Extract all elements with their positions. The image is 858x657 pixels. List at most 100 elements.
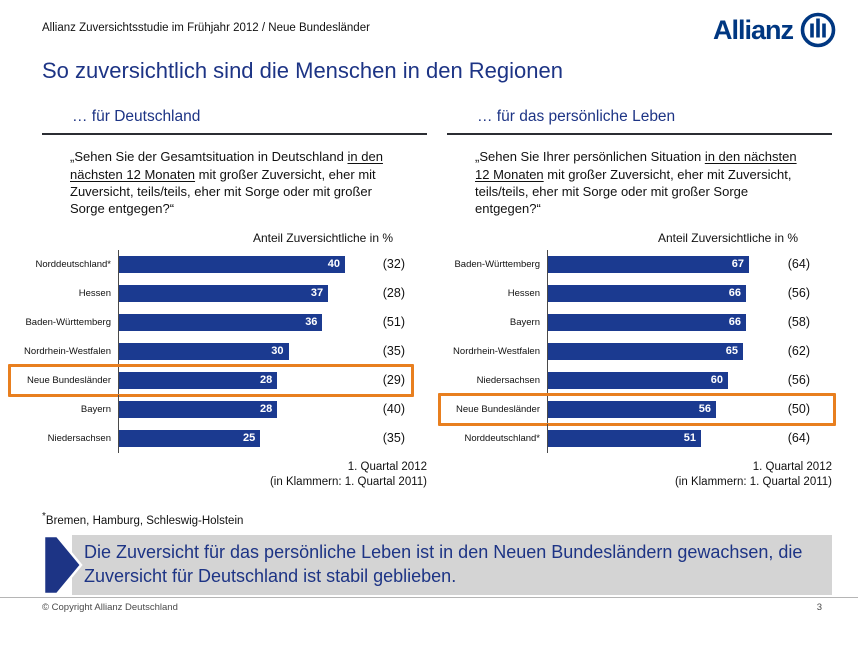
bar-area: 60 [547, 365, 767, 395]
bar-value: 37 [310, 287, 324, 300]
bar-value: 36 [305, 316, 318, 329]
bar: 51 [548, 429, 701, 447]
question-deutschland: „Sehen Sie der Gesamtsituation in Deutsc… [42, 148, 400, 217]
columns-container: … für Deutschland „Sehen Sie der Gesamts… [8, 108, 836, 491]
bar-area: 36 [118, 307, 362, 337]
question-underlined-text: in den nächsten 12 Monaten [70, 149, 383, 182]
column-persoenliches-leben: … für das persönliche Leben „Sehen Sie I… [438, 108, 836, 490]
bar-area: 51 [547, 423, 767, 453]
region-label: Nordrhein-Westfalen [453, 345, 540, 357]
bar-area: 25 [118, 423, 362, 453]
key-message: Die Zuversicht für das persönliche Leben… [42, 535, 832, 596]
bar: 36 [119, 313, 323, 331]
chart-row: Hessen 37 (28) [24, 278, 427, 308]
prev-year-value: (29) [382, 373, 405, 388]
allianz-wordmark: Allianz [712, 14, 794, 45]
bar-area: 65 [547, 336, 767, 366]
region-label: Baden-Württemberg [25, 316, 111, 328]
bar-value: 66 [728, 287, 741, 300]
allianz-roundel-icon [800, 12, 836, 48]
bar-value: 67 [731, 258, 744, 271]
prev-year-value: (64) [787, 431, 810, 446]
bar-value: 65 [725, 345, 738, 358]
prev-year-value: (28) [382, 286, 405, 301]
chart-row: Baden-Württemberg 67 (64) [447, 249, 832, 279]
chart-row: Niedersachsen 60 (56) [447, 365, 832, 395]
bar: 40 [119, 255, 346, 273]
chart-period-note: 1. Quartal 2012 (in Klammern: 1. Quartal… [42, 460, 427, 491]
copyright-text: © Copyright Allianz Deutschland [42, 602, 178, 613]
bar: 60 [548, 371, 728, 389]
chart-row: Neue Bundesländer 28 (29) [8, 363, 427, 397]
chart-row: Neue Bundesländer 56 (50) [438, 392, 836, 426]
region-label: Neue Bundesländer [456, 403, 540, 415]
bar: 56 [548, 400, 716, 418]
chart-caption: Anteil Zuversichtliche in % [252, 230, 393, 245]
bar-value: 56 [698, 403, 711, 416]
region-label: Niedersachsen [47, 432, 111, 444]
column-deutschland: … für Deutschland „Sehen Sie der Gesamts… [8, 108, 427, 491]
bar-area: 67 [547, 249, 767, 279]
period-previous: (in Klammern: 1. Quartal 2011) [674, 476, 832, 489]
chart-row: Nordrhein-Westfalen 65 (62) [447, 336, 832, 366]
column-divider [42, 133, 427, 136]
bar: 37 [119, 284, 329, 302]
bar-value: 25 [243, 432, 256, 445]
footer: © Copyright Allianz Deutschland 3 [0, 597, 858, 613]
prev-year-value: (56) [787, 373, 810, 388]
question-text: mit großer Zuversicht, eher mit Zuversic… [475, 166, 792, 217]
question-underlined-text: in den nächsten 12 Monaten [475, 149, 797, 182]
question-text: „Sehen Sie der Gesamtsituation in Deutsc… [70, 149, 348, 165]
bar: 66 [548, 284, 746, 302]
bar-value: 28 [259, 403, 273, 416]
bar-area: 37 [118, 278, 362, 308]
footnote: *Bremen, Hamburg, Schleswig-Holstein [42, 511, 858, 527]
bar-area: 30 [118, 336, 362, 366]
page-title: So zuversichtlich sind die Menschen in d… [42, 58, 563, 83]
region-label: Hessen [507, 287, 540, 299]
prev-year-value: (32) [382, 257, 405, 272]
chart-row: Baden-Württemberg 36 (51) [24, 307, 427, 337]
period-current: 1. Quartal 2012 [752, 460, 832, 473]
question-text: mit großer Zuversicht, eher mit Zuversic… [70, 166, 376, 217]
chart-row: Bayern 66 (58) [447, 307, 832, 337]
prev-year-value: (40) [382, 402, 405, 417]
column-header-deutschland: … für Deutschland [72, 108, 201, 126]
prev-year-value: (35) [382, 344, 405, 359]
chart-row: Norddeutschland* 40 (32) [24, 249, 427, 279]
bar: 65 [548, 342, 743, 360]
prev-year-value: (58) [787, 315, 810, 330]
key-message-text: Die Zuversicht für das persönliche Leben… [72, 535, 832, 596]
bar-area: 56 [547, 394, 767, 424]
region-label: Norddeutschland* [464, 432, 540, 444]
prev-year-value: (64) [787, 257, 810, 272]
bar-chart-persoenliches-leben: Baden-Württemberg 67 (64) Hessen 66 (56) Bayer… [438, 249, 836, 453]
prev-year-value: (56) [787, 286, 810, 301]
bar: 28 [119, 371, 278, 389]
question-persoenliches-leben: „Sehen Sie Ihrer persönlichen Situation … [447, 148, 805, 217]
prev-year-value: (35) [382, 431, 405, 446]
bar: 28 [119, 400, 278, 418]
region-label: Nordrhein-Westfalen [24, 345, 111, 357]
bar-area: 40 [118, 249, 362, 279]
period-previous: (in Klammern: 1. Quartal 2011) [269, 476, 427, 489]
chart-row: Hessen 66 (56) [447, 278, 832, 308]
bar-value: 28 [259, 374, 273, 387]
bar-value: 30 [271, 345, 284, 358]
top-header: Allianz Zuversichtsstudie im Frühjahr 20… [0, 0, 858, 48]
arrow-chevron-icon [42, 535, 83, 596]
bar-value: 60 [710, 374, 723, 387]
bar: 66 [548, 313, 746, 331]
region-label: Niedersachsen [476, 374, 540, 386]
column-divider [447, 133, 832, 136]
prev-year-value: (51) [382, 315, 405, 330]
bar-value: 40 [327, 258, 341, 271]
chart-row: Niedersachsen 25 (35) [24, 423, 427, 453]
chart-row: Bayern 28 (40) [24, 394, 427, 424]
bar: 67 [548, 255, 749, 273]
bar-value: 66 [728, 316, 741, 329]
bar-chart-deutschland: Norddeutschland* 40 (32) Hessen 37 (28) Baden-… [8, 249, 427, 453]
bar-value: 51 [683, 432, 696, 445]
question-text: „Sehen Sie Ihrer persönlichen Situation [475, 149, 705, 165]
